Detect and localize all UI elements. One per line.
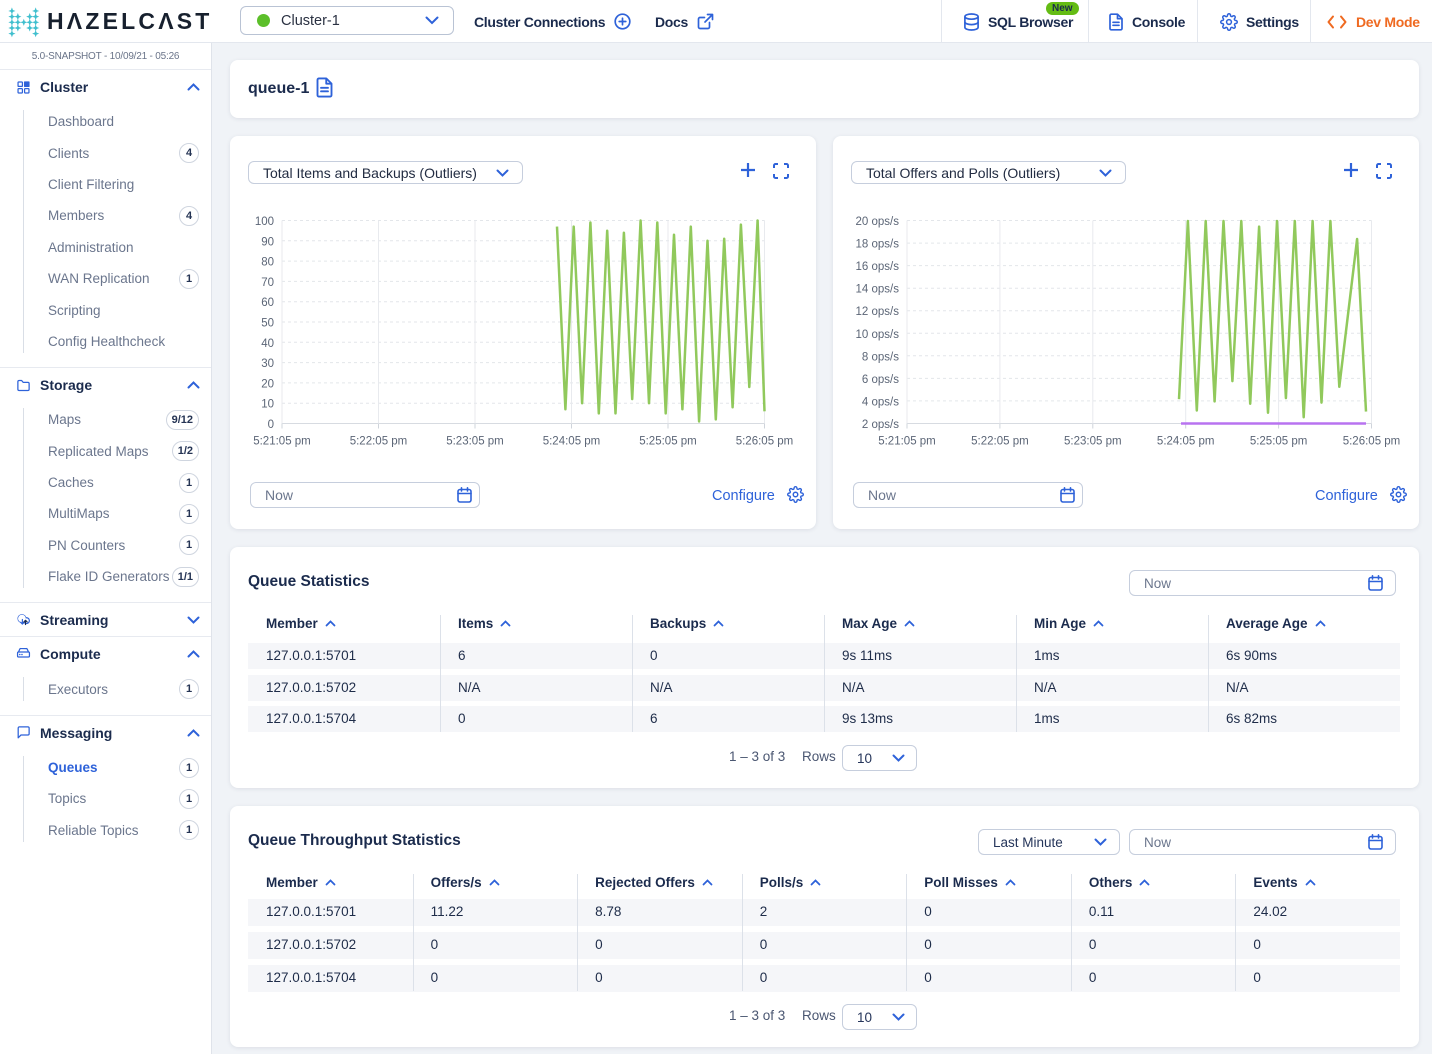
svg-text:70: 70 xyxy=(261,277,274,289)
svg-text:5:26:05 pm: 5:26:05 pm xyxy=(736,436,794,448)
svg-text:5:21:05 pm: 5:21:05 pm xyxy=(878,436,936,448)
svg-text:5:22:05 pm: 5:22:05 pm xyxy=(971,436,1029,448)
svg-text:2 ops/s: 2 ops/s xyxy=(862,419,899,431)
svg-text:5:23:05 pm: 5:23:05 pm xyxy=(1064,436,1122,448)
svg-text:8 ops/s: 8 ops/s xyxy=(862,351,899,363)
svg-text:5:24:05 pm: 5:24:05 pm xyxy=(543,436,601,448)
svg-text:50: 50 xyxy=(261,318,274,330)
svg-text:100: 100 xyxy=(255,216,274,228)
svg-text:5:26:05 pm: 5:26:05 pm xyxy=(1343,436,1401,448)
svg-text:14 ops/s: 14 ops/s xyxy=(856,284,900,296)
svg-text:10 ops/s: 10 ops/s xyxy=(856,329,900,341)
svg-text:40: 40 xyxy=(261,338,274,350)
svg-text:90: 90 xyxy=(261,236,274,248)
svg-text:10: 10 xyxy=(261,399,274,411)
svg-text:20 ops/s: 20 ops/s xyxy=(856,216,900,228)
svg-text:80: 80 xyxy=(261,257,274,269)
svg-text:12 ops/s: 12 ops/s xyxy=(856,306,900,318)
svg-text:16 ops/s: 16 ops/s xyxy=(856,261,900,273)
svg-text:6 ops/s: 6 ops/s xyxy=(862,374,899,386)
svg-text:5:22:05 pm: 5:22:05 pm xyxy=(350,436,408,448)
svg-text:60: 60 xyxy=(261,297,274,309)
svg-text:20: 20 xyxy=(261,378,274,390)
svg-text:5:25:05 pm: 5:25:05 pm xyxy=(639,436,697,448)
svg-text:5:23:05 pm: 5:23:05 pm xyxy=(446,436,504,448)
svg-text:30: 30 xyxy=(261,358,274,370)
svg-text:4 ops/s: 4 ops/s xyxy=(862,396,899,408)
svg-text:5:25:05 pm: 5:25:05 pm xyxy=(1250,436,1308,448)
svg-text:5:21:05 pm: 5:21:05 pm xyxy=(253,436,311,448)
svg-text:5:24:05 pm: 5:24:05 pm xyxy=(1157,436,1215,448)
svg-text:0: 0 xyxy=(268,419,274,431)
svg-text:18 ops/s: 18 ops/s xyxy=(856,239,900,251)
